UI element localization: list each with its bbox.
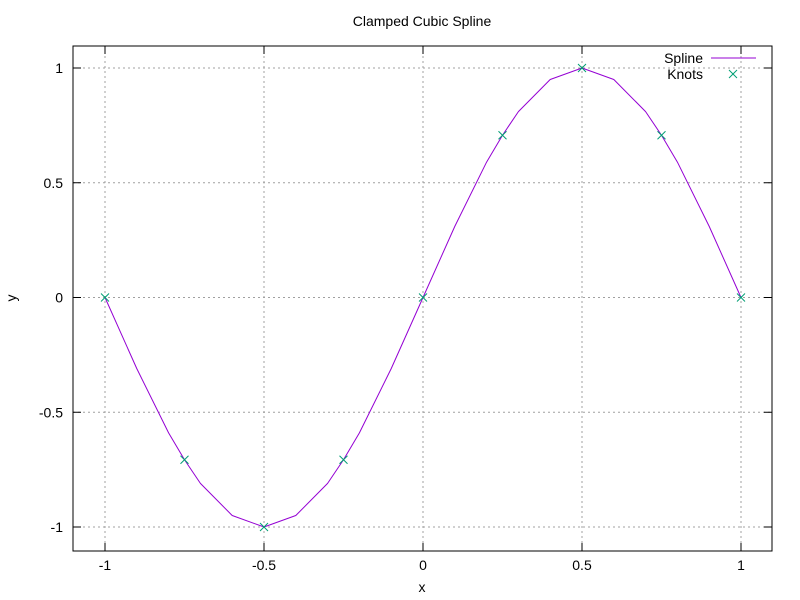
x-tick-label: 0 — [419, 557, 427, 573]
series-knots — [100, 63, 746, 532]
x-tick-label: -1 — [99, 557, 112, 573]
x-tick-label: 0.5 — [572, 557, 592, 573]
x-tick-label: 1 — [737, 557, 745, 573]
y-axis-label: y — [3, 295, 19, 302]
y-tick-label: -1 — [51, 519, 64, 535]
knot-point — [498, 130, 507, 140]
x-axis-label: x — [419, 579, 426, 595]
y-tick-label: 0.5 — [44, 175, 64, 191]
legend-label: Knots — [667, 66, 703, 82]
tick-marks — [73, 46, 772, 551]
knot-point — [100, 293, 110, 302]
y-tick-label: 0 — [55, 290, 63, 306]
knot-point — [259, 522, 269, 532]
series-layer — [100, 63, 746, 532]
knot-point — [657, 130, 666, 140]
chart-title: Clamped Cubic Spline — [353, 13, 492, 29]
legend-swatch-marker — [728, 69, 738, 79]
knot-point — [180, 455, 189, 465]
legend-label: Spline — [664, 50, 703, 66]
knot-point — [577, 63, 587, 73]
y-tick-label: -0.5 — [39, 404, 63, 420]
grid — [73, 46, 772, 551]
y-tick-label: 1 — [55, 60, 63, 76]
knot-point — [418, 293, 428, 302]
knot-point — [339, 455, 348, 465]
x-tick-label: -0.5 — [252, 557, 276, 573]
tick-labels: -1 -0.5 0 0.5 1 -1 -0.5 0 0.5 1 — [39, 60, 745, 573]
plot-frame — [72, 45, 773, 552]
knot-point — [736, 293, 746, 302]
